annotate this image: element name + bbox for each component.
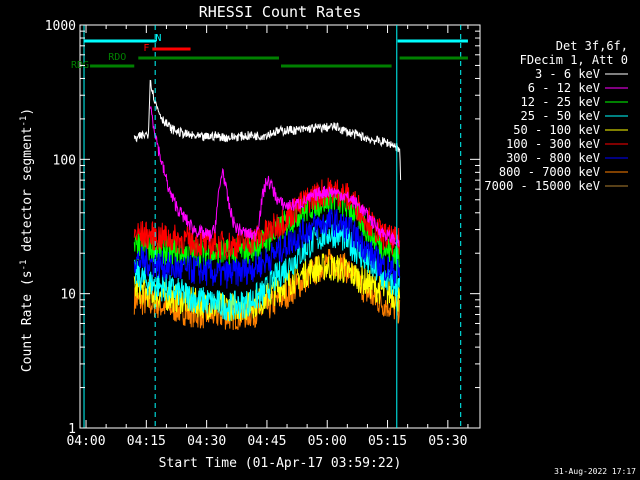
legend-entry-label: 12 - 25 keV [521, 95, 600, 109]
legend-header-line: Det 3f,6f, [556, 39, 628, 53]
series-group [133, 79, 402, 331]
y-tick-label: 10 [60, 288, 76, 303]
y-tick-label: 1000 [45, 19, 76, 34]
flag-bar-label: RDO [108, 52, 126, 63]
legend-entry-label: 100 - 300 keV [506, 137, 600, 151]
legend-entry-label: 800 - 7000 keV [499, 165, 600, 179]
y-label-part: detector segment [20, 127, 35, 260]
legend-entry-label: 25 - 50 keV [521, 109, 600, 123]
x-tick-label: 05:30 [428, 434, 467, 449]
axes: 04:00 04:15 04:30 04:45 05:00 05:15 05:30 1 10 10… [45, 19, 480, 449]
footer-timestamp: 31-Aug-2022 17:17 [554, 467, 636, 476]
chart-title: RHESSI Count Rates [199, 3, 362, 21]
x-tick-label: 04:15 [127, 434, 166, 449]
vertical-markers [83, 25, 462, 428]
flag-bar-label: F [143, 43, 149, 54]
legend-header-line: FDecim 1, Att 0 [520, 53, 628, 67]
y-tick-label: 100 [53, 153, 76, 168]
series-line [133, 219, 401, 322]
legend-entry-label: 6 - 12 keV [528, 81, 600, 95]
series-line [133, 208, 401, 289]
y-axis-label: Count Rate (s-1 detector segment-1) [19, 108, 35, 372]
x-axis-label: Start Time (01-Apr-17 03:59:22) [159, 456, 402, 471]
legend-entry-label: 300 - 800 keV [506, 151, 600, 165]
series-line [133, 79, 402, 181]
x-tick-label: 04:45 [247, 434, 286, 449]
y-tick-label: 1 [68, 422, 76, 437]
x-tick-label: 04:30 [187, 434, 226, 449]
legend-entry-label: 7000 - 15000 keV [484, 179, 600, 193]
y-label-sup: -1 [19, 260, 29, 271]
y-label-part: Count Rate (s [20, 270, 35, 372]
x-tick-label: 05:15 [368, 434, 407, 449]
x-tick-label: 04:00 [66, 434, 105, 449]
plot-frame [79, 24, 481, 429]
legend-entry-label: 3 - 6 keV [535, 67, 600, 81]
x-tick-label: 05:00 [308, 434, 347, 449]
y-label-part: ) [20, 108, 35, 116]
series-line [149, 106, 400, 247]
legend-entry-label: 50 - 100 keV [513, 123, 600, 137]
y-label-sup: -1 [19, 116, 29, 127]
flag-bar-label: N [155, 33, 161, 44]
